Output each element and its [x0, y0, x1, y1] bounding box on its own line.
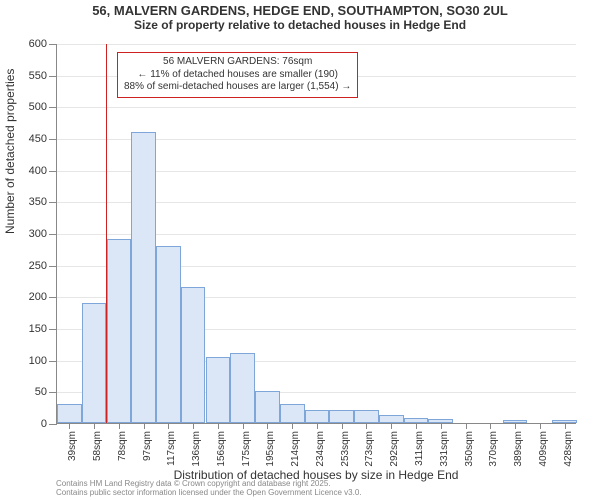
- x-tick: [466, 423, 467, 429]
- x-tick-label: 234sqm: [315, 431, 326, 467]
- x-tick: [490, 423, 491, 429]
- y-axis-label: Number of detached properties: [3, 69, 17, 234]
- y-tick: [49, 234, 57, 235]
- annotation-line: ← 11% of detached houses are smaller (19…: [124, 69, 351, 82]
- x-tick-label: 350sqm: [464, 431, 475, 467]
- x-tick: [441, 423, 442, 429]
- footer-line2: Contains public sector information licen…: [56, 489, 362, 498]
- annotation-box: 56 MALVERN GARDENS: 76sqm← 11% of detach…: [117, 52, 358, 98]
- y-tick: [49, 202, 57, 203]
- y-tick-label: 0: [41, 418, 47, 430]
- histogram-bar: [181, 287, 206, 423]
- plot-region: 05010015020025030035040045050055060039sq…: [56, 44, 576, 424]
- x-tick: [317, 423, 318, 429]
- x-tick-label: 117sqm: [166, 431, 177, 466]
- y-tick-label: 200: [29, 291, 47, 303]
- y-tick: [49, 44, 57, 45]
- x-tick: [292, 423, 293, 429]
- x-tick: [218, 423, 219, 429]
- reference-line: [106, 44, 107, 423]
- histogram-bar: [280, 404, 305, 423]
- chart-area: 05010015020025030035040045050055060039sq…: [56, 44, 576, 424]
- y-tick: [49, 171, 57, 172]
- y-tick: [49, 107, 57, 108]
- x-tick: [144, 423, 145, 429]
- x-tick: [193, 423, 194, 429]
- x-tick-label: 311sqm: [414, 431, 425, 466]
- x-tick: [342, 423, 343, 429]
- histogram-bar: [131, 132, 156, 423]
- x-tick-label: 389sqm: [513, 431, 524, 467]
- histogram-bar: [305, 410, 330, 423]
- x-tick: [69, 423, 70, 429]
- attribution-footer: Contains HM Land Registry data © Crown c…: [56, 480, 362, 498]
- histogram-bar: [107, 239, 132, 423]
- x-tick: [515, 423, 516, 429]
- y-tick-label: 600: [29, 38, 47, 50]
- x-tick-label: 175sqm: [241, 431, 252, 467]
- x-tick-label: 428sqm: [563, 431, 574, 467]
- chart-title-block: 56, MALVERN GARDENS, HEDGE END, SOUTHAMP…: [0, 0, 600, 33]
- x-tick-label: 331sqm: [439, 431, 450, 467]
- x-tick-label: 156sqm: [216, 431, 227, 467]
- x-tick-label: 136sqm: [191, 431, 202, 467]
- x-tick-label: 370sqm: [488, 431, 499, 467]
- y-tick: [49, 139, 57, 140]
- x-tick-label: 195sqm: [265, 431, 276, 467]
- y-tick-label: 350: [29, 196, 47, 208]
- x-tick-label: 292sqm: [389, 431, 400, 467]
- y-tick: [49, 361, 57, 362]
- histogram-bar: [156, 246, 181, 423]
- x-tick: [565, 423, 566, 429]
- y-tick-label: 50: [35, 386, 47, 398]
- y-tick: [49, 392, 57, 393]
- y-tick-label: 550: [29, 70, 47, 82]
- histogram-bar: [329, 410, 354, 423]
- x-tick: [94, 423, 95, 429]
- title-line1: 56, MALVERN GARDENS, HEDGE END, SOUTHAMP…: [0, 4, 600, 19]
- x-tick-label: 253sqm: [340, 431, 351, 467]
- x-tick: [540, 423, 541, 429]
- y-tick-label: 300: [29, 228, 47, 240]
- x-tick-label: 273sqm: [364, 431, 375, 467]
- y-tick: [49, 329, 57, 330]
- y-tick-label: 500: [29, 101, 47, 113]
- gridline: [57, 44, 576, 45]
- x-tick: [267, 423, 268, 429]
- histogram-bar: [230, 353, 255, 423]
- x-tick: [243, 423, 244, 429]
- x-tick: [168, 423, 169, 429]
- y-tick-label: 100: [29, 355, 47, 367]
- y-tick-label: 450: [29, 133, 47, 145]
- x-tick-label: 39sqm: [67, 431, 78, 461]
- x-tick: [366, 423, 367, 429]
- histogram-bar: [57, 404, 82, 423]
- y-tick-label: 250: [29, 260, 47, 272]
- x-tick-label: 58sqm: [92, 431, 103, 461]
- x-tick-label: 409sqm: [538, 431, 549, 467]
- y-tick: [49, 297, 57, 298]
- y-tick: [49, 266, 57, 267]
- x-tick-label: 214sqm: [290, 431, 301, 467]
- y-tick-label: 400: [29, 165, 47, 177]
- x-tick-label: 78sqm: [117, 431, 128, 461]
- x-tick: [416, 423, 417, 429]
- title-line2: Size of property relative to detached ho…: [0, 19, 600, 33]
- y-tick: [49, 424, 57, 425]
- x-tick: [391, 423, 392, 429]
- annotation-line: 56 MALVERN GARDENS: 76sqm: [124, 56, 351, 69]
- histogram-bar: [354, 410, 379, 423]
- annotation-line: 88% of semi-detached houses are larger (…: [124, 81, 351, 94]
- x-tick: [119, 423, 120, 429]
- y-tick-label: 150: [29, 323, 47, 335]
- x-tick-label: 97sqm: [142, 431, 153, 461]
- histogram-bar: [379, 415, 404, 423]
- y-tick: [49, 76, 57, 77]
- histogram-bar: [255, 391, 280, 423]
- histogram-bar: [82, 303, 107, 423]
- histogram-bar: [206, 357, 231, 424]
- gridline: [57, 107, 576, 108]
